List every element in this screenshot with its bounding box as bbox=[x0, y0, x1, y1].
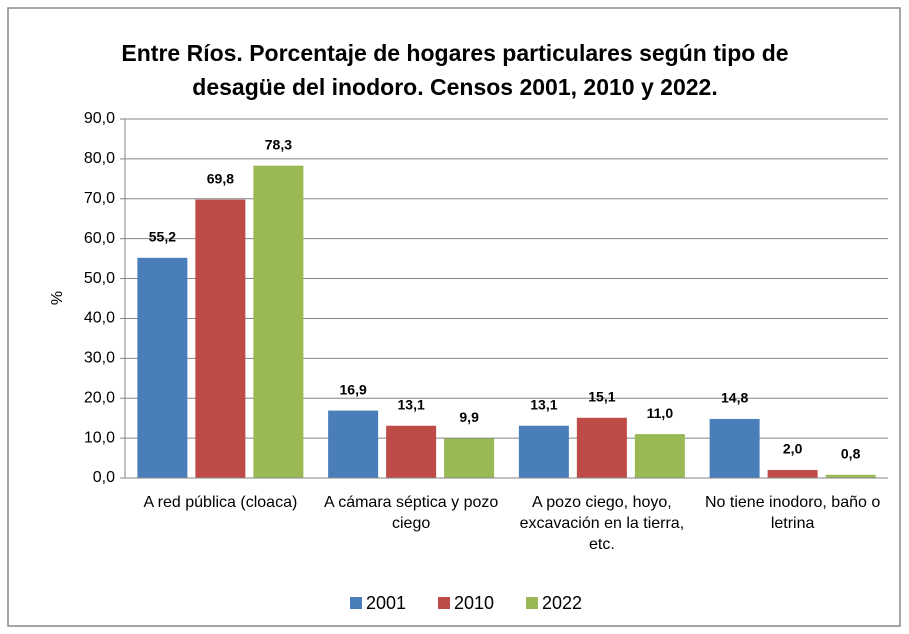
y-axis-label: % bbox=[49, 291, 66, 305]
x-tick-label: A cámara séptica y pozo ciego bbox=[323, 494, 499, 532]
bar bbox=[518, 425, 569, 478]
bar bbox=[825, 474, 876, 478]
bar bbox=[328, 410, 379, 478]
data-label: 78,3 bbox=[265, 136, 292, 152]
data-label: 13,1 bbox=[398, 396, 425, 412]
x-tick-label: No tiene inodoro, baño o letrina bbox=[705, 494, 881, 532]
data-label: 15,1 bbox=[588, 388, 615, 404]
bar bbox=[767, 470, 818, 478]
y-tick-label: 10,0 bbox=[84, 429, 115, 446]
legend-swatch bbox=[526, 597, 538, 609]
bar bbox=[386, 425, 437, 478]
y-tick-label: 30,0 bbox=[84, 350, 115, 367]
legend-label: 2022 bbox=[542, 593, 582, 613]
data-label: 55,2 bbox=[149, 229, 176, 245]
data-label: 16,9 bbox=[340, 381, 367, 397]
y-tick-label: 90,0 bbox=[84, 110, 115, 127]
chart-title: Entre Ríos. Porcentaje de hogares partic… bbox=[121, 40, 789, 100]
x-tick-label: A red pública (cloaca) bbox=[143, 494, 298, 511]
data-label: 9,9 bbox=[459, 409, 479, 425]
legend-swatch bbox=[350, 597, 362, 609]
legend-label: 2010 bbox=[454, 593, 494, 613]
data-label: 14,8 bbox=[721, 390, 748, 406]
legend-label: 2001 bbox=[366, 593, 406, 613]
y-tick-label: 50,0 bbox=[84, 270, 115, 287]
data-label: 69,8 bbox=[207, 170, 234, 186]
data-label: 13,1 bbox=[530, 396, 557, 412]
y-tick-label: 40,0 bbox=[84, 310, 115, 327]
bar bbox=[709, 418, 760, 478]
x-tick-label: A pozo ciego, hoyo, excavación en la tie… bbox=[519, 494, 685, 553]
y-tick-label: 0,0 bbox=[93, 469, 115, 486]
bar bbox=[444, 438, 495, 478]
data-label: 2,0 bbox=[783, 441, 803, 457]
y-tick-label: 80,0 bbox=[84, 150, 115, 167]
bar bbox=[137, 257, 188, 478]
bar bbox=[576, 417, 627, 478]
legend-swatch bbox=[438, 597, 450, 609]
data-label: 0,8 bbox=[841, 446, 861, 462]
y-tick-label: 60,0 bbox=[84, 230, 115, 247]
data-label: 11,0 bbox=[647, 405, 674, 421]
bar bbox=[195, 199, 246, 478]
y-tick-label: 70,0 bbox=[84, 190, 115, 207]
bar bbox=[253, 165, 304, 479]
y-tick-label: 20,0 bbox=[84, 389, 115, 406]
bar bbox=[634, 434, 685, 478]
